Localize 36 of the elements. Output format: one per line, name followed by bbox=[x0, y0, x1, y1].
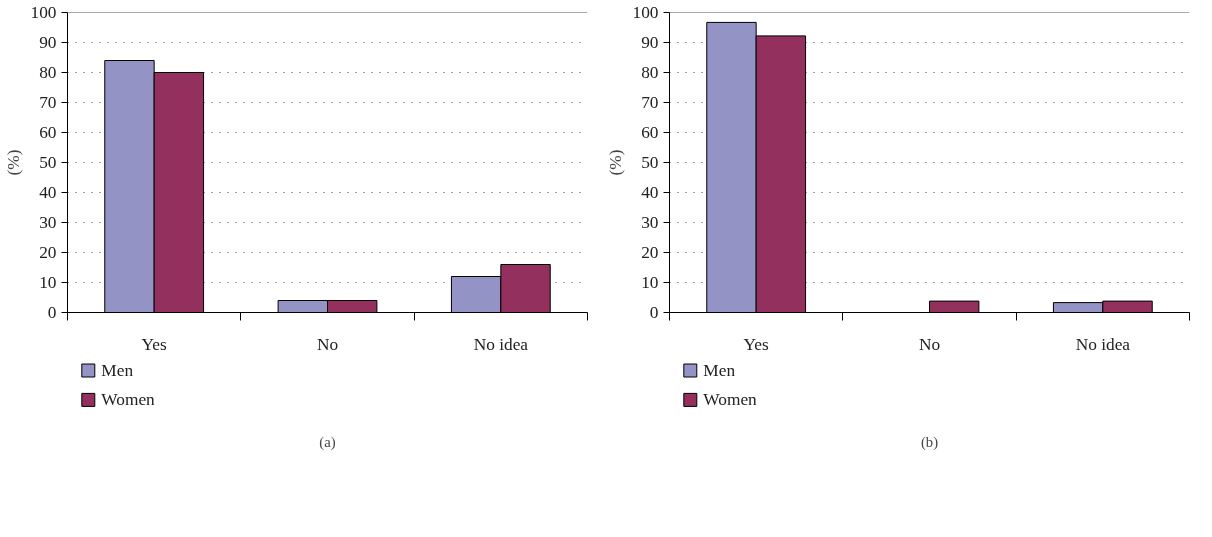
y-tick-label: 70 bbox=[641, 93, 659, 112]
y-tick-label: 70 bbox=[39, 93, 57, 112]
y-tick-label: 80 bbox=[641, 63, 659, 82]
text: (a) bbox=[319, 433, 336, 451]
text: (b) bbox=[920, 433, 939, 451]
x-tick-label: No idea bbox=[473, 334, 529, 354]
y-tick-label: 30 bbox=[641, 213, 659, 232]
y-tick-label: 20 bbox=[39, 243, 57, 262]
y-axis-title: (%) bbox=[605, 149, 625, 176]
y-tick-label: 50 bbox=[39, 153, 57, 172]
y-axis-title: (%) bbox=[3, 149, 23, 176]
y-tick-label: 100 bbox=[632, 3, 659, 22]
y-tick-label: 90 bbox=[39, 33, 57, 52]
x-tick-label: Yes bbox=[743, 334, 770, 354]
x-tick-label: No idea bbox=[1075, 334, 1131, 354]
x-tick-label: No bbox=[316, 334, 339, 354]
y-tick-label: 30 bbox=[39, 213, 57, 232]
y-tick-label: 100 bbox=[30, 3, 57, 22]
y-tick-label: 60 bbox=[39, 123, 57, 142]
legend-label: Women bbox=[703, 390, 758, 410]
x-tick-label: Yes bbox=[141, 334, 168, 354]
legend-label: Men bbox=[101, 361, 134, 380]
y-tick-label: 0 bbox=[649, 303, 659, 322]
y-tick-label: 60 bbox=[641, 123, 659, 142]
y-tick-label: 40 bbox=[641, 183, 659, 202]
legend-label: Women bbox=[101, 390, 156, 410]
y-tick-label: 10 bbox=[39, 273, 57, 292]
legend-label: Men bbox=[703, 361, 736, 380]
y-tick-label: 10 bbox=[641, 273, 659, 292]
y-tick-label: 90 bbox=[641, 33, 659, 52]
y-tick-label: 0 bbox=[47, 303, 57, 322]
x-tick-label: No bbox=[918, 334, 941, 354]
y-tick-label: 40 bbox=[39, 183, 57, 202]
y-tick-label: 80 bbox=[39, 63, 57, 82]
y-tick-label: 50 bbox=[641, 153, 659, 172]
y-tick-label: 20 bbox=[641, 243, 659, 262]
